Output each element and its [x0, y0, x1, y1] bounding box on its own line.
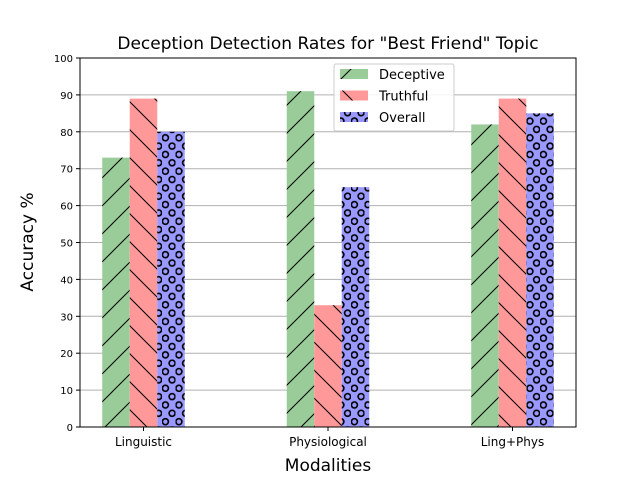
chart-title: Deception Detection Rates for "Best Frie… [117, 34, 538, 54]
bar-hatch-truthful [498, 98, 527, 427]
y-tick-label: 50 [60, 239, 73, 250]
bar-hatch-truthful [314, 305, 342, 427]
legend-label: Truthful [378, 90, 428, 105]
y-tick-label: 40 [60, 275, 73, 286]
y-tick-label: 30 [60, 312, 73, 323]
y-tick-label: 10 [60, 386, 73, 397]
y-axis-title: Accuracy % [18, 192, 38, 291]
legend-label: Overall [379, 111, 425, 126]
x-axis-title: Modalities [285, 456, 372, 476]
x-tick-label: Physiological [289, 435, 367, 449]
y-tick-label: 60 [60, 202, 73, 213]
legend: Deceptive Truthful Overall [333, 63, 455, 132]
y-tick-label: 90 [60, 91, 73, 102]
x-axis: Linguistic Physiological Ling+Phys [115, 427, 544, 449]
y-axis: 0 10 20 30 40 50 60 70 80 90 100 [54, 54, 80, 434]
x-tick-label: Linguistic [115, 435, 172, 449]
y-tick-label: 20 [60, 349, 73, 360]
bar-hatch-overall [341, 187, 370, 427]
y-tick-label: 70 [60, 165, 73, 176]
legend-swatch-hatch [340, 69, 368, 79]
bar-hatch-deceptive [471, 124, 499, 428]
bars [102, 91, 554, 428]
bar-hatch-overall [526, 113, 554, 427]
y-tick-label: 0 [67, 423, 73, 434]
x-tick-label: Ling+Phys [481, 435, 545, 449]
legend-swatch-hatch [340, 90, 368, 101]
bar-hatch-truthful [129, 98, 158, 427]
legend-label: Deceptive [379, 68, 445, 83]
legend-swatch-hatch [340, 112, 368, 122]
bar-hatch-deceptive [286, 91, 315, 428]
bar-hatch-deceptive [102, 157, 130, 427]
bar-hatch-overall [157, 131, 185, 428]
y-tick-label: 80 [60, 128, 73, 139]
y-tick-label: 100 [54, 54, 73, 65]
